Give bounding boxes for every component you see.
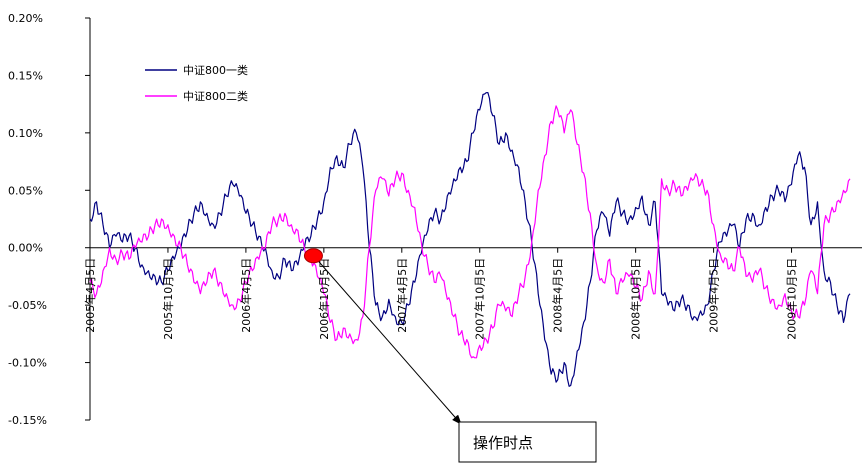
x-axis-tick-label: 2006年10月5日: [317, 258, 331, 340]
annotation: 操作时点: [303, 248, 597, 463]
y-axis-tick-label: 0.00%: [8, 242, 43, 255]
x-axis-tick-label: 2009年10月5日: [785, 258, 799, 340]
x-axis-tick-label: 2006年4月5日: [239, 258, 253, 333]
y-axis-tick-label: 0.05%: [8, 184, 43, 197]
x-axis-tick-label: 2005年4月5日: [83, 258, 97, 333]
x-axis-tick-label: 2008年10月5日: [629, 258, 643, 340]
x-axis-tick-label: 2008年4月5日: [551, 258, 565, 333]
x-axis-tick-label: 2007年4月5日: [395, 258, 409, 333]
y-axis: 0.20% 0.15% 0.10% 0.05% 0.00% -0.05% -0.10% -0.…: [8, 12, 91, 427]
series-line-1: [89, 92, 851, 387]
series-lines: [89, 92, 851, 387]
annotation-label: 操作时点: [473, 434, 533, 452]
x-axis-tick-label: 2007年10月5日: [473, 258, 487, 340]
y-axis-tick-label: -0.15%: [8, 414, 47, 427]
legend-label-2: 中证800二类: [183, 89, 248, 103]
x-axis-tick-label: 2009年4月5日: [707, 258, 721, 333]
annotation-arrow: [315, 257, 462, 425]
y-axis-tick-label: -0.05%: [8, 299, 47, 312]
operation-point-marker: [303, 248, 323, 264]
legend-label-1: 中证800一类: [183, 63, 248, 77]
annotation-box: [458, 421, 597, 463]
x-axis-tick-labels: 2005年4月5日 2005年10月5日 2006年4月5日 2006年10月5日 20…: [83, 258, 799, 340]
zero-line: [89, 247, 862, 253]
y-axis-tick-label: 0.15%: [8, 69, 43, 82]
y-axis-tick-label: 0.20%: [8, 12, 43, 25]
series-line-2: [89, 105, 851, 359]
y-axis-tick-label: -0.10%: [8, 357, 47, 370]
y-axis-tick-label: 0.10%: [8, 127, 43, 140]
x-axis-tick-label: 2005年10月5日: [161, 258, 175, 340]
